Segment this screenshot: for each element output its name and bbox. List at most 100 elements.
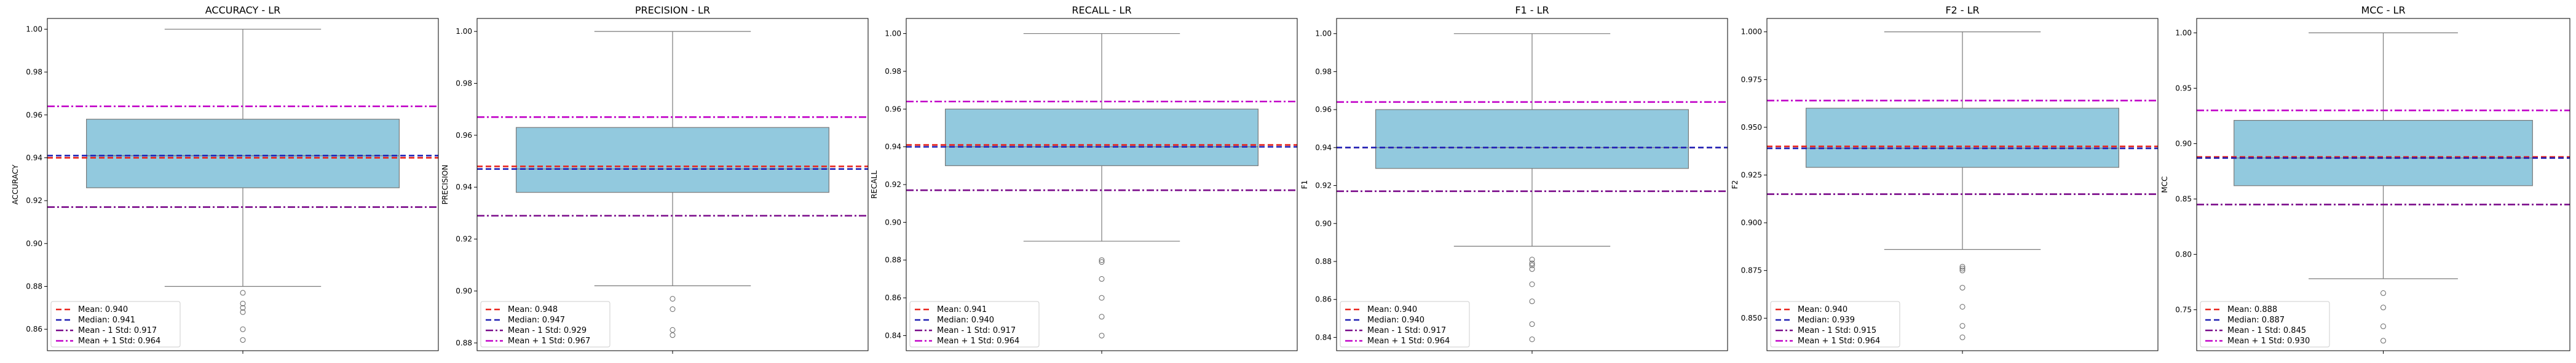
outlier-point [1959, 334, 1966, 340]
y-tick-label: 0.90 [2175, 139, 2192, 148]
y-tick-label: 0.80 [2175, 250, 2192, 258]
y-axis-label: F1 [1300, 180, 1309, 189]
y-tick-label: 0.86 [885, 293, 901, 302]
y-tick-label: 0.98 [456, 79, 472, 87]
outlier-point [2380, 338, 2386, 344]
outlier-point [1529, 298, 1535, 305]
y-tick-label: 0.94 [456, 183, 472, 191]
legend-box [1770, 301, 1900, 348]
outlier-point [1099, 257, 1105, 263]
y-tick-label: 0.90 [885, 218, 901, 226]
outlier-point [1099, 295, 1105, 301]
outlier-point [240, 337, 246, 343]
outlier-point [670, 296, 676, 302]
legend-mean-label: Mean: 0.940 [1798, 305, 1847, 314]
y-tick-label: 0.92 [456, 235, 472, 244]
y-tick-label: 0.94 [1315, 143, 1332, 152]
y-tick-label: 0.84 [1315, 333, 1332, 341]
iqr-box [2234, 120, 2533, 186]
y-axis-label: ACCURACY [11, 164, 20, 205]
outlier-point [1099, 314, 1105, 320]
iqr-box [944, 108, 1258, 166]
iqr-box [515, 127, 829, 193]
legend-mean-plus-std-label: Mean + 1 Std: 0.964 [937, 337, 1019, 346]
y-tick-label: 1.00 [885, 30, 901, 38]
y-axis-label: PRECISION [441, 165, 449, 205]
outlier-point [240, 305, 246, 311]
legend-median-label: Median: 0.887 [2227, 316, 2285, 325]
y-tick-label: 0.975 [1741, 75, 1762, 84]
y-tick-label: 1.00 [26, 25, 42, 33]
legend-mean-label: Mean: 0.948 [508, 305, 558, 314]
legend-median-label: Median: 0.940 [1367, 316, 1424, 325]
outlier-point [1529, 336, 1535, 342]
y-tick-label: 0.900 [1741, 218, 1762, 227]
legend-box [1340, 301, 1470, 348]
y-tick-label: 0.85 [2175, 194, 2192, 203]
y-tick-label: 1.00 [1315, 30, 1332, 38]
y-tick-label: 0.90 [456, 287, 472, 295]
y-tick-label: 0.94 [26, 153, 42, 162]
legend-mean-minus-std-label: Mean - 1 Std: 0.845 [2227, 326, 2306, 335]
y-tick-label: 0.84 [885, 331, 901, 340]
axes-frame [906, 18, 1298, 351]
outlier-point [2380, 290, 2386, 296]
y-tick-label: 0.96 [26, 111, 42, 119]
axes-frame [47, 18, 439, 351]
y-tick-label: 0.96 [1315, 105, 1332, 114]
outlier-point [1529, 266, 1535, 272]
y-tick-label: 0.950 [1741, 123, 1762, 132]
y-tick-label: 0.94 [885, 143, 901, 151]
legend-mean-minus-std-label: Mean - 1 Std: 0.917 [937, 326, 1016, 335]
outlier-point [1959, 323, 1966, 329]
y-axis-label: MCC [2160, 176, 2169, 193]
legend-median-label: Median: 0.947 [508, 316, 565, 325]
outlier-point [1959, 263, 1966, 269]
outlier-point [1529, 321, 1535, 327]
legend-mean-plus-std-label: Mean + 1 Std: 0.930 [2227, 337, 2310, 346]
legend-mean-minus-std-label: Mean - 1 Std: 0.917 [1367, 326, 1446, 335]
iqr-box [1806, 108, 2120, 168]
y-tick-label: 0.88 [456, 338, 472, 347]
legend-mean-label: Mean: 0.888 [2227, 305, 2277, 314]
y-tick-label: 0.88 [1315, 257, 1332, 266]
iqr-box [86, 119, 400, 188]
legend-median-label: Median: 0.940 [937, 316, 994, 325]
outlier-point [240, 309, 246, 315]
legend-mean-plus-std-label: Mean + 1 Std: 0.967 [508, 337, 590, 346]
outlier-point [670, 327, 676, 333]
y-tick-label: 0.96 [456, 131, 472, 140]
legend-mean-minus-std-label: Mean - 1 Std: 0.929 [508, 326, 587, 335]
outlier-point [1959, 266, 1966, 272]
legend-median-label: Median: 0.939 [1798, 316, 1855, 325]
legend-mean-label: Mean: 0.940 [1367, 305, 1417, 314]
outlier-point [1099, 332, 1105, 338]
outlier-point [1099, 259, 1105, 265]
iqr-box [1375, 109, 1689, 169]
y-tick-label: 0.925 [1741, 170, 1762, 179]
y-tick-label: 1.00 [2175, 28, 2192, 37]
y-tick-label: 0.92 [26, 196, 42, 205]
outlier-point [1959, 268, 1966, 274]
chart-title: MCC - LR [2361, 4, 2405, 16]
y-tick-label: 0.98 [26, 68, 42, 76]
legend-mean-plus-std-label: Mean + 1 Std: 0.964 [1798, 337, 1880, 346]
outlier-point [1529, 260, 1535, 266]
y-tick-label: 0.88 [885, 256, 901, 265]
legend-mean-minus-std-label: Mean - 1 Std: 0.915 [1798, 326, 1876, 335]
outlier-point [1529, 257, 1535, 263]
outlier-point [670, 306, 676, 312]
legend-box [2200, 301, 2330, 348]
outlier-point [240, 290, 246, 296]
y-tick-label: 0.92 [1315, 182, 1332, 190]
y-tick-label: 0.98 [885, 67, 901, 76]
outlier-point [1959, 285, 1966, 291]
legend-box [909, 301, 1040, 348]
outlier-point [2380, 323, 2386, 329]
y-tick-label: 0.95 [2175, 84, 2192, 92]
y-tick-label: 0.875 [1741, 266, 1762, 275]
outlier-point [1099, 276, 1105, 282]
chart-title: RECALL - LR [1072, 4, 1131, 16]
legend-mean-label: Mean: 0.940 [78, 305, 128, 314]
legend-median-label: Median: 0.941 [78, 316, 135, 325]
